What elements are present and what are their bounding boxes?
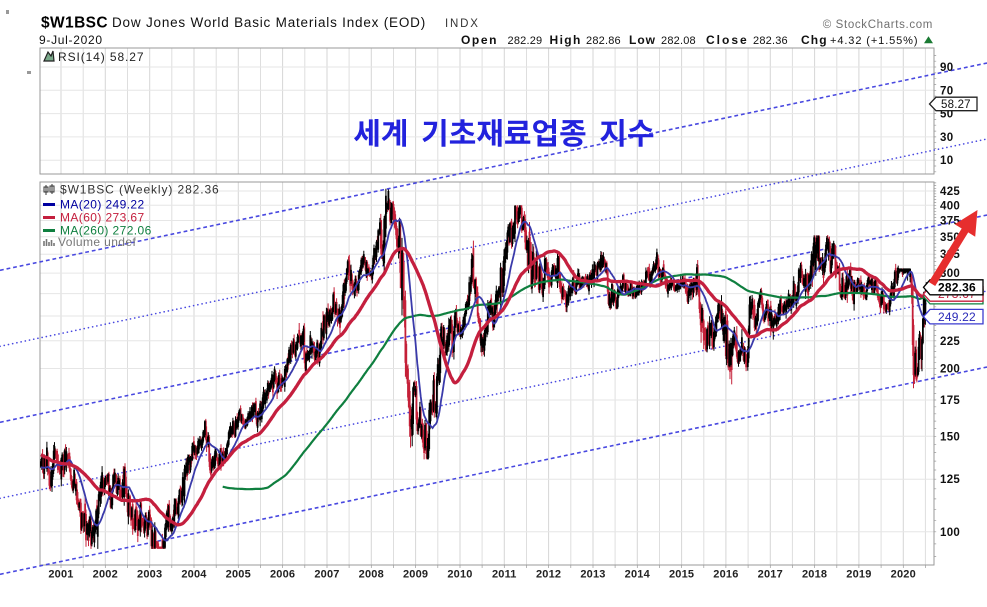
svg-text:Open: Open — [461, 33, 498, 47]
svg-text:2007: 2007 — [314, 569, 339, 581]
svg-text:2015: 2015 — [669, 569, 694, 581]
svg-text:300: 300 — [940, 268, 960, 280]
svg-text:INDX: INDX — [445, 18, 480, 30]
svg-text:Dow Jones World Basic Material: Dow Jones World Basic Materials Index (E… — [112, 15, 426, 30]
svg-text:$W1BSC (Weekly) 282.36: $W1BSC (Weekly) 282.36 — [60, 183, 220, 197]
svg-text:© StockCharts.com: © StockCharts.com — [823, 19, 933, 31]
svg-text:2019: 2019 — [846, 569, 871, 581]
svg-text:Volume undef: Volume undef — [58, 235, 136, 249]
svg-text:30: 30 — [940, 132, 953, 144]
svg-text:50: 50 — [940, 109, 953, 121]
svg-text:High: High — [550, 33, 582, 47]
svg-text:MA(60) 273.67: MA(60) 273.67 — [60, 211, 145, 225]
svg-text:2016: 2016 — [713, 569, 738, 581]
svg-text:2020: 2020 — [891, 569, 916, 581]
svg-text:2010: 2010 — [447, 569, 472, 581]
svg-text:2011: 2011 — [492, 569, 517, 581]
svg-text:2017: 2017 — [758, 569, 783, 581]
svg-text:2009: 2009 — [403, 569, 428, 581]
svg-text:10: 10 — [940, 155, 953, 167]
svg-text:200: 200 — [940, 364, 960, 376]
svg-text:2001: 2001 — [48, 569, 73, 581]
svg-text:RSI(14) 58.27: RSI(14) 58.27 — [58, 50, 144, 64]
svg-text:375: 375 — [940, 216, 960, 228]
svg-text:2005: 2005 — [226, 569, 251, 581]
svg-text:58.27: 58.27 — [941, 99, 971, 111]
svg-text:Close: Close — [706, 33, 749, 47]
svg-text:$W1BSC: $W1BSC — [41, 15, 108, 32]
svg-text:249.22: 249.22 — [938, 310, 976, 324]
svg-text:282.29: 282.29 — [508, 35, 543, 47]
svg-text:2003: 2003 — [137, 569, 162, 581]
svg-text:2004: 2004 — [181, 569, 207, 581]
svg-text:100: 100 — [940, 527, 960, 539]
svg-text:Chg: Chg — [801, 33, 828, 47]
svg-text:282.36: 282.36 — [753, 35, 788, 47]
svg-text:2012: 2012 — [536, 569, 561, 581]
svg-text:2002: 2002 — [93, 569, 118, 581]
svg-text:2013: 2013 — [580, 569, 605, 581]
svg-text:MA(260) 272.06: MA(260) 272.06 — [60, 224, 152, 238]
svg-text:125: 125 — [940, 474, 960, 486]
svg-text:282.86: 282.86 — [586, 35, 621, 47]
svg-text:150: 150 — [940, 431, 960, 443]
svg-text:2008: 2008 — [359, 569, 384, 581]
svg-text:70: 70 — [940, 85, 953, 97]
svg-text:MA(20) 249.22: MA(20) 249.22 — [60, 198, 145, 212]
svg-text:Low: Low — [629, 33, 656, 47]
svg-text:+4.32 (+1.55%): +4.32 (+1.55%) — [830, 35, 918, 47]
svg-text:282.08: 282.08 — [661, 35, 696, 47]
svg-text:225: 225 — [940, 336, 960, 348]
svg-text:2006: 2006 — [270, 569, 295, 581]
svg-text:2018: 2018 — [802, 569, 827, 581]
svg-text:9-Jul-2020: 9-Jul-2020 — [39, 33, 103, 47]
svg-text:90: 90 — [940, 62, 953, 74]
svg-text:425: 425 — [940, 186, 960, 198]
svg-text:282.36: 282.36 — [938, 281, 976, 295]
svg-text:2014: 2014 — [625, 569, 651, 581]
svg-text:400: 400 — [940, 200, 960, 212]
svg-text:175: 175 — [940, 395, 960, 407]
